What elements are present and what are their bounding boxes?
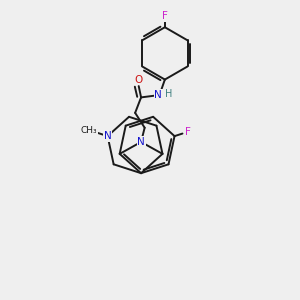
Text: F: F: [162, 11, 168, 21]
Text: N: N: [137, 137, 145, 147]
Text: F: F: [185, 127, 191, 137]
Text: CH₃: CH₃: [81, 126, 97, 135]
Text: N: N: [154, 90, 162, 100]
Text: N: N: [104, 131, 112, 141]
Text: O: O: [135, 75, 143, 85]
Text: H: H: [165, 89, 173, 99]
